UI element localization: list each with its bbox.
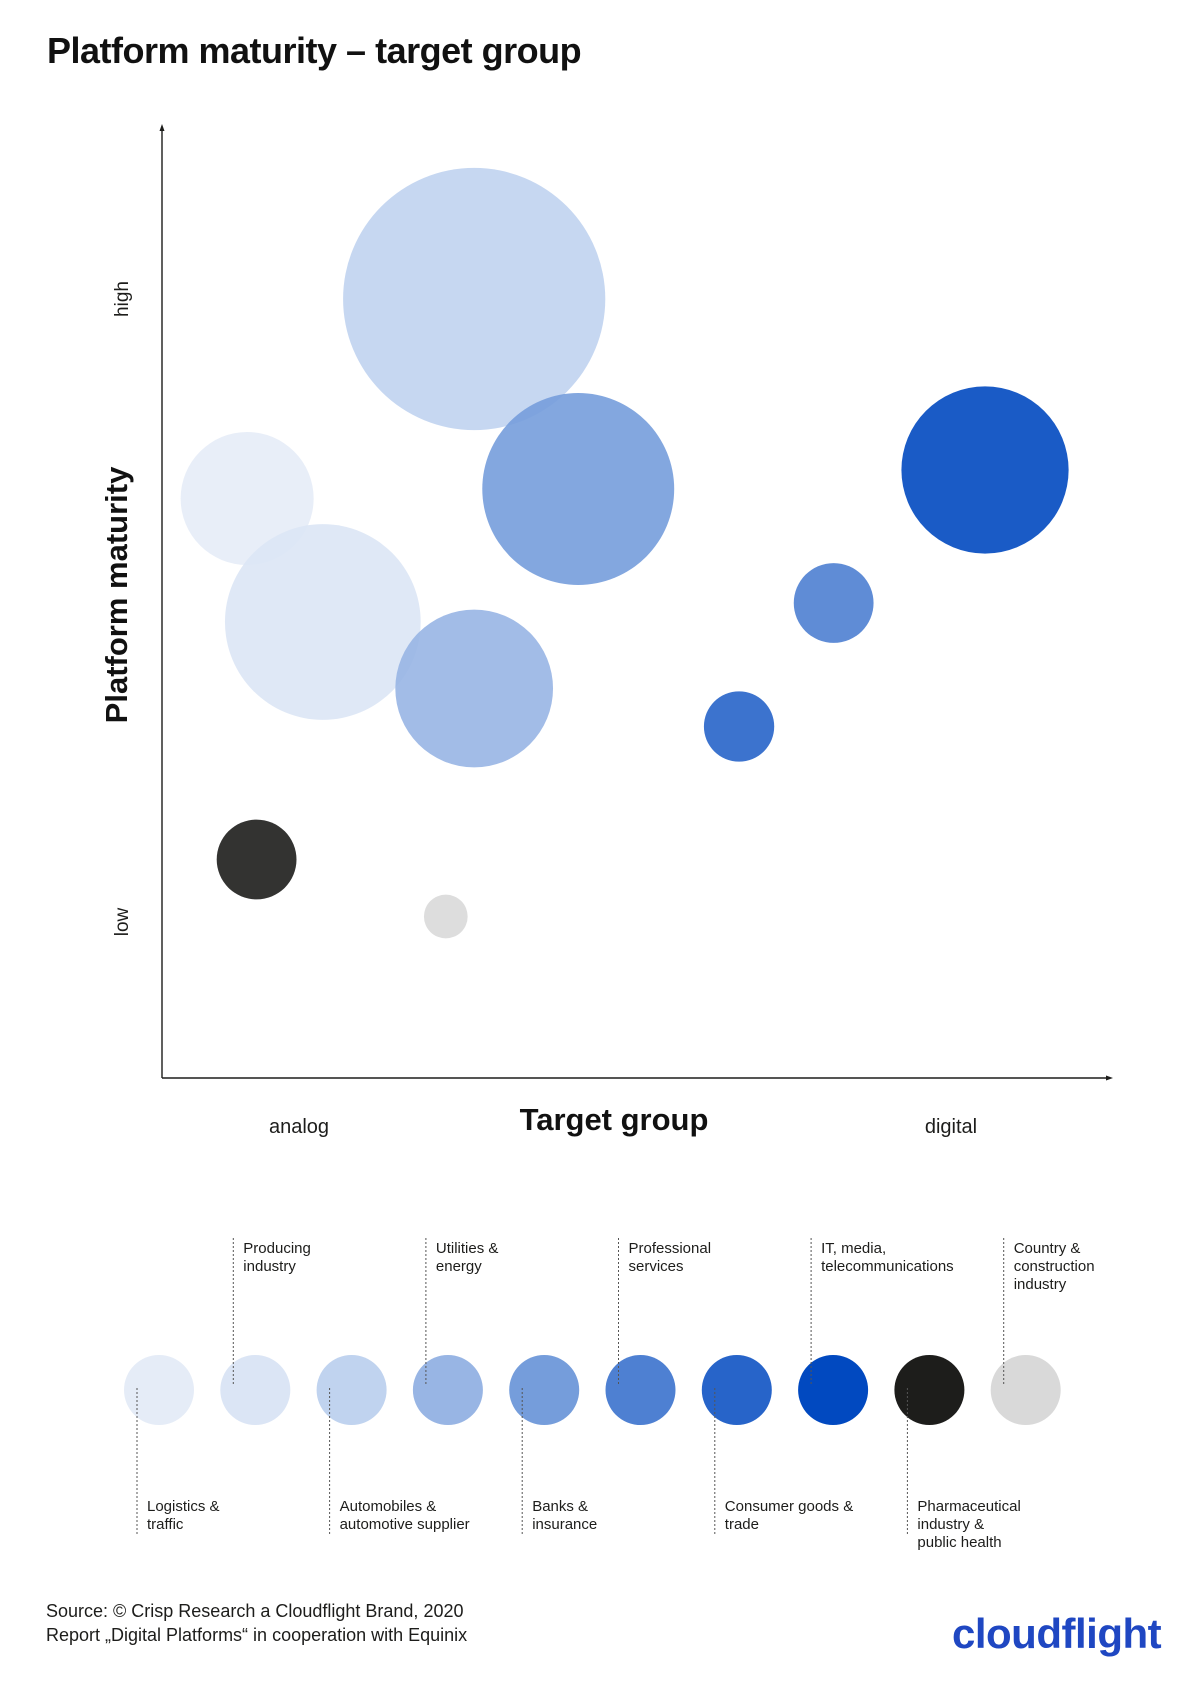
bubble-7: [703, 691, 775, 762]
legend-label-8: IT, media, telecommunications: [821, 1240, 954, 1275]
bubble-1: [180, 432, 314, 565]
legend-swatch-2: [220, 1355, 291, 1425]
y-tick-label-high: high: [112, 281, 133, 317]
legend-label-1: Logistics & traffic: [147, 1498, 220, 1533]
bubble-5: [482, 393, 675, 585]
legend-label-7: Consumer goods & trade: [724, 1498, 854, 1533]
x-tick-label-analog: analog: [269, 1116, 329, 1138]
legend-label-9: Pharmaceutical industry & public health: [917, 1498, 1021, 1551]
bubble-3: [343, 167, 606, 431]
legend-label-5: Banks & insurance: [532, 1498, 598, 1533]
y-axis-title: Platform maturity: [99, 466, 134, 723]
bubble-4: [395, 609, 554, 768]
bubble-10: [423, 894, 468, 939]
legend-label-4: Utilities & energy: [435, 1240, 499, 1275]
cloudflight-logo: cloudflight: [952, 1610, 1162, 1657]
source-note: Source: © Crisp Research a Cloudflight B…: [46, 1599, 467, 1647]
chart-title: Platform maturity – target group: [47, 30, 582, 71]
source-line-1: Source: © Crisp Research a Cloudflight B…: [46, 1601, 464, 1621]
legend-swatches: [124, 1238, 1061, 1534]
legend-label-10: Country & construction industry: [1013, 1240, 1095, 1293]
x-axis-arrow: [1106, 1075, 1113, 1081]
legend-label-3: Automobiles & automotive supplier: [339, 1498, 470, 1533]
y-tick-label-low: low: [112, 907, 133, 936]
legend-swatch-9: [894, 1355, 965, 1425]
legend-swatch-4: [412, 1355, 483, 1425]
legend-swatch-10: [990, 1355, 1061, 1425]
x-tick-label-digital: digital: [925, 1116, 977, 1138]
bubble-8: [901, 386, 1069, 554]
legend-swatch-8: [798, 1355, 869, 1425]
legend-swatch-7: [701, 1355, 772, 1425]
legend-label-2: Producing industry: [243, 1240, 311, 1275]
bubbles: [180, 167, 1069, 939]
x-axis-title: Target group: [520, 1102, 709, 1137]
bubble-9: [216, 819, 297, 900]
legend-swatch-3: [316, 1355, 387, 1425]
y-axis-arrow: [159, 124, 165, 131]
legend-swatch-1: [124, 1355, 194, 1425]
bubble-2: [224, 524, 421, 720]
legend-swatch-6: [605, 1355, 676, 1425]
axes: [159, 124, 1113, 1081]
source-line-2: Report „Digital Platforms“ in cooperatio…: [46, 1625, 468, 1645]
bubble-6: [793, 563, 874, 643]
legend-label-6: Professional services: [628, 1240, 712, 1275]
legend-swatch-5: [509, 1355, 580, 1425]
